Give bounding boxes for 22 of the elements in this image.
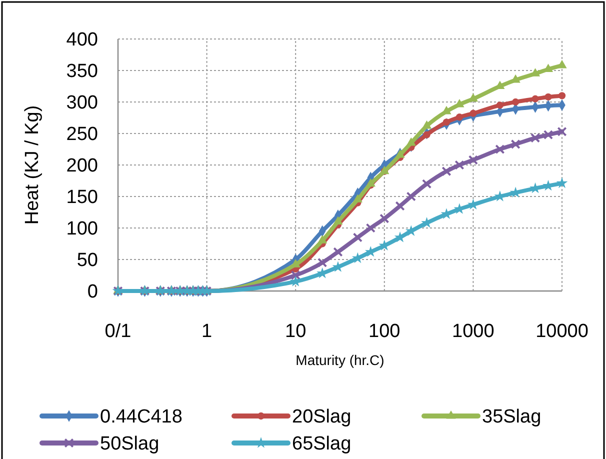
x-tick-label: 1000 xyxy=(452,321,494,342)
legend-label: 50Slag xyxy=(100,434,160,455)
legend-label: 65Slag xyxy=(292,434,352,455)
y-tick-label: 400 xyxy=(66,30,98,51)
y-tick-label: 200 xyxy=(66,156,98,177)
x-axis-title: Maturity (hr.C) xyxy=(296,352,384,368)
y-tick-label: 250 xyxy=(66,124,98,146)
legend-label: 20Slag xyxy=(292,406,352,428)
legend-label: 0.44C418 xyxy=(100,406,182,428)
y-tick-label: 50 xyxy=(76,250,98,272)
y-axis-title: Heat (KJ / Kg) xyxy=(22,105,43,225)
y-tick-label: 350 xyxy=(66,61,98,82)
y-tick-label: 300 xyxy=(66,92,98,114)
x-tick-label: 100 xyxy=(368,321,400,342)
x-tick-label: 0/1 xyxy=(104,321,132,342)
x-tick-label: 1 xyxy=(202,321,212,342)
x-tick-label: 10 xyxy=(285,321,306,342)
y-tick-label: 0 xyxy=(87,282,98,303)
y-tick-label: 150 xyxy=(66,187,98,208)
y-tick-label: 100 xyxy=(66,218,98,240)
x-tick-label: 10000 xyxy=(536,321,588,342)
legend-label: 35Slag xyxy=(482,406,542,428)
